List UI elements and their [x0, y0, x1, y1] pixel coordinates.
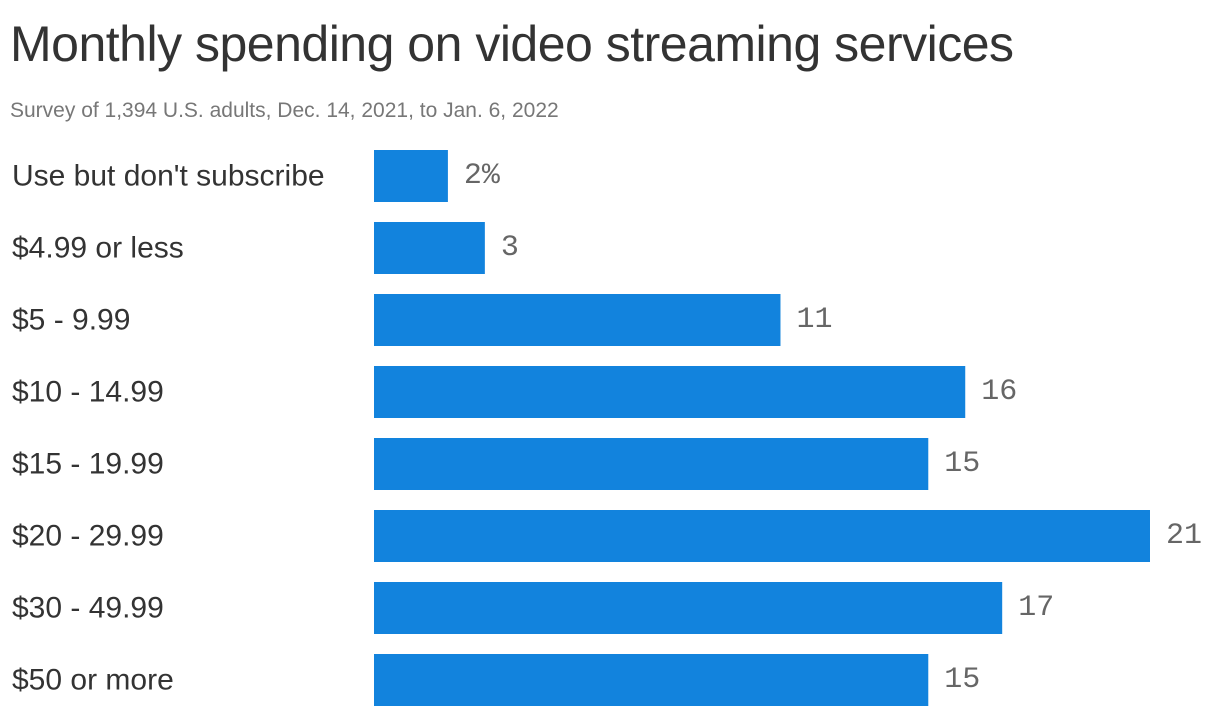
data-label: 17: [1018, 591, 1054, 625]
category-label: $4.99 or less: [12, 232, 184, 265]
data-label: 11: [796, 303, 832, 337]
category-label: $10 - 14.99: [12, 376, 164, 409]
category-label: $15 - 19.99: [12, 448, 164, 481]
category-label: $20 - 29.99: [12, 520, 164, 553]
bar: [374, 150, 448, 202]
bar: [374, 438, 929, 490]
category-label: $30 - 49.99: [12, 592, 164, 625]
data-label: 2%: [464, 159, 501, 193]
bar: [374, 294, 781, 346]
data-label: 3: [501, 231, 519, 265]
bar: [374, 510, 1150, 562]
bar: [374, 582, 1003, 634]
data-label: 15: [944, 663, 980, 697]
category-label: Use but don't subscribe: [12, 160, 325, 193]
data-label: 16: [981, 375, 1017, 409]
data-label: 21: [1166, 519, 1202, 553]
category-label: $5 - 9.99: [12, 304, 130, 337]
bar: [374, 366, 966, 418]
category-label: $50 or more: [12, 664, 174, 697]
bar: [374, 222, 485, 274]
bar: [374, 654, 929, 706]
data-label: 15: [944, 447, 980, 481]
chart-title: Monthly spending on video streaming serv…: [10, 16, 1014, 72]
chart-subtitle: Survey of 1,394 U.S. adults, Dec. 14, 20…: [10, 99, 559, 122]
